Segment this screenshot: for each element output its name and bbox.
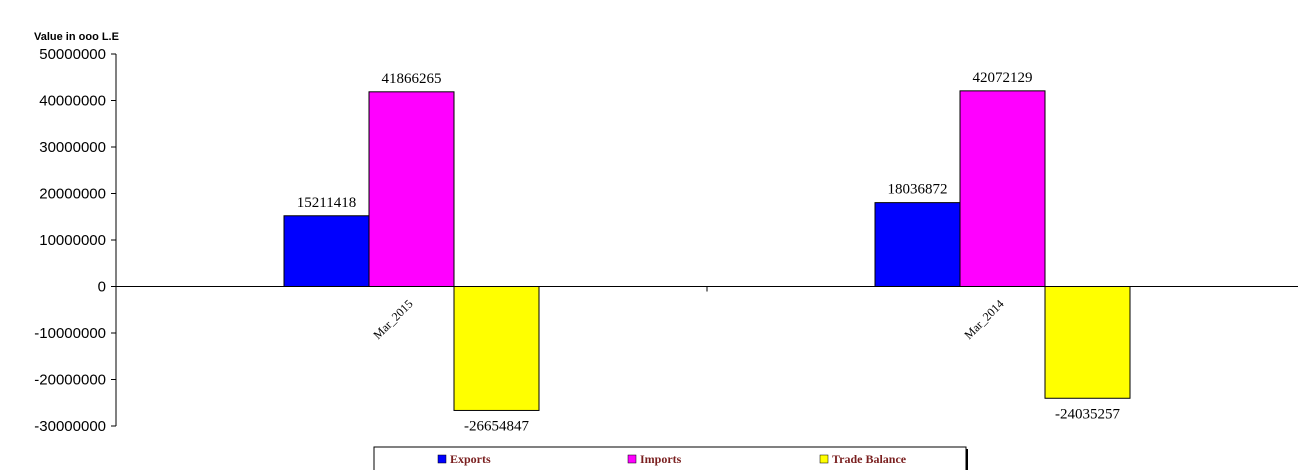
y-tick-label: 30000000 xyxy=(39,139,106,156)
y-axis-title: Value in ooo L.E xyxy=(34,31,119,43)
data-label: -24035257 xyxy=(1055,406,1120,422)
data-labels: 15211418 41866265 -26654847 18036872 4207212… xyxy=(297,70,1121,435)
legend-label: Imports xyxy=(640,452,682,466)
bars xyxy=(283,90,1131,411)
y-tick-label: -30000000 xyxy=(34,418,106,435)
data-label: 42072129 xyxy=(973,70,1033,86)
bar-imports xyxy=(959,90,1046,288)
y-tick-label: -20000000 xyxy=(34,372,106,389)
data-label: 18036872 xyxy=(888,182,948,198)
legend-swatch xyxy=(627,454,637,464)
y-tick-label: -10000000 xyxy=(34,325,106,342)
x-tick-label: Mar_2015 xyxy=(370,297,415,342)
y-tick-label: 50000000 xyxy=(39,46,106,63)
y-tick-label: 20000000 xyxy=(39,186,106,203)
bar-exports xyxy=(874,202,961,287)
bar-imports xyxy=(368,91,455,287)
x-tick-label: Mar_2014 xyxy=(961,297,1006,342)
y-tick-label: 10000000 xyxy=(39,232,106,249)
data-label: -26654847 xyxy=(464,418,529,434)
y-tick-label: 40000000 xyxy=(39,93,106,110)
legend-label: Exports xyxy=(450,452,491,466)
bar-exports xyxy=(283,215,370,287)
data-label: 41866265 xyxy=(382,71,442,87)
data-label: 15211418 xyxy=(297,195,356,211)
legend-label: Trade Balance xyxy=(832,452,907,466)
legend-swatch xyxy=(437,454,447,464)
y-axis: 50000000 40000000 30000000 20000000 10000000… xyxy=(34,46,117,435)
bar-trade-balance xyxy=(453,286,540,411)
legend-swatch xyxy=(819,454,829,464)
y-tick-label: 0 xyxy=(98,279,106,296)
bar-trade-balance xyxy=(1044,286,1131,399)
legend: Exports Imports Trade Balance xyxy=(373,446,968,470)
